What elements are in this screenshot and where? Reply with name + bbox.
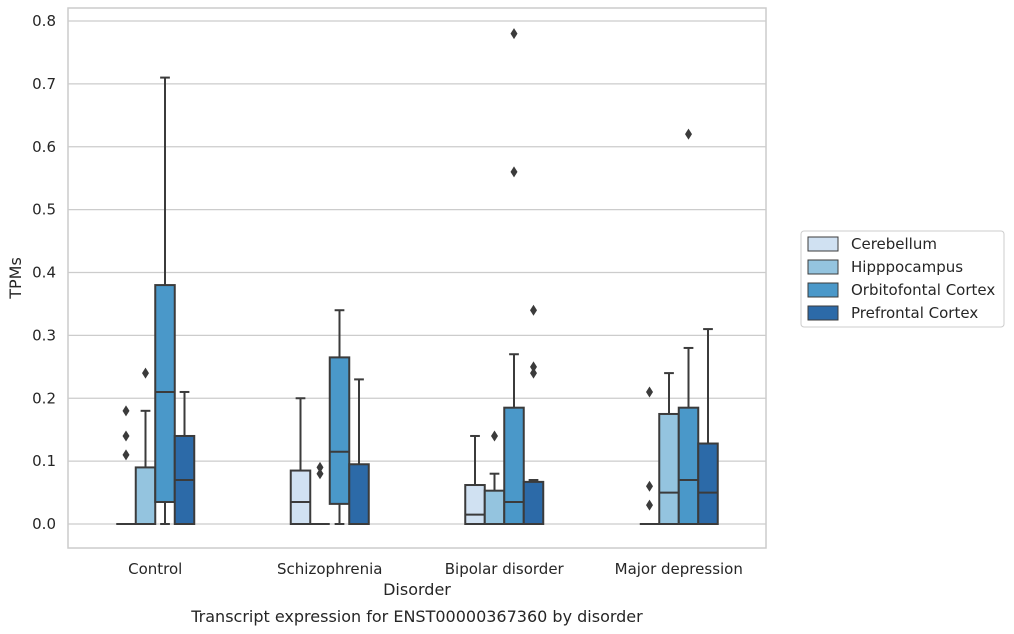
x-axis-ticks: Control Schizophrenia Bipolar disorder Majo… xyxy=(128,560,743,578)
box-body xyxy=(328,356,351,505)
category-group xyxy=(464,28,545,525)
outlier-point xyxy=(530,367,537,379)
outlier-point xyxy=(530,304,537,316)
legend-entry: Hipppocampus xyxy=(807,258,963,276)
box xyxy=(173,390,196,526)
box-body xyxy=(289,469,312,525)
box xyxy=(134,367,157,526)
outlier-point xyxy=(491,430,498,442)
legend-swatch xyxy=(807,282,839,298)
box-body xyxy=(503,406,525,525)
legend-frame xyxy=(800,230,1005,328)
category-group xyxy=(639,128,719,525)
box xyxy=(677,128,700,525)
legend-entries: Cerebellum Hipppocampus Orbitofontal Corte… xyxy=(807,235,995,322)
legend-label: Orbitofontal Cortex xyxy=(851,281,995,299)
outlier-point xyxy=(685,128,692,140)
chart-caption: Transcript expression for ENST0000036736… xyxy=(190,607,643,626)
legend-entry: Cerebellum xyxy=(807,235,937,253)
outlier-point xyxy=(510,28,518,40)
box-body xyxy=(522,480,545,525)
outlier-point xyxy=(316,461,324,473)
box-body xyxy=(483,489,506,525)
outlier-point xyxy=(646,499,653,511)
legend-label: Hipppocampus xyxy=(851,258,963,276)
box-body xyxy=(154,284,176,503)
x-tick-label: Major depression xyxy=(615,560,743,578)
y-tick-label: 0.6 xyxy=(32,138,56,156)
x-tick-label: Bipolar disorder xyxy=(445,560,565,578)
box xyxy=(289,397,312,525)
box xyxy=(639,386,660,525)
box-body xyxy=(464,484,486,525)
x-axis-label: Disorder xyxy=(383,580,451,599)
box xyxy=(310,461,330,525)
y-tick-label: 0.5 xyxy=(32,201,56,219)
box xyxy=(503,28,525,525)
x-tick-label: Schizophrenia xyxy=(277,560,382,578)
y-tick-label: 0.0 xyxy=(32,515,56,533)
outlier-point xyxy=(122,405,130,417)
legend: Cerebellum Hipppocampus Orbitofontal Corte… xyxy=(800,230,1005,328)
outlier-point xyxy=(316,468,324,480)
outlier-point xyxy=(142,367,149,379)
y-tick-label: 0.1 xyxy=(32,452,56,470)
boxes xyxy=(116,28,719,526)
box-body xyxy=(658,412,680,525)
box xyxy=(697,328,719,525)
y-tick-label: 0.4 xyxy=(32,264,56,282)
box xyxy=(522,304,545,525)
y-tick-label: 0.2 xyxy=(32,389,56,407)
box xyxy=(348,378,370,525)
legend-swatch xyxy=(807,305,839,321)
outlier-point xyxy=(122,430,130,442)
box-body xyxy=(134,466,157,526)
outlier-point xyxy=(646,386,653,398)
box xyxy=(483,430,506,525)
outlier-point xyxy=(510,166,518,178)
box xyxy=(328,309,351,525)
box-body xyxy=(677,406,700,525)
outlier-point xyxy=(122,449,130,461)
y-axis-label: TPMs xyxy=(6,257,25,300)
y-axis-ticks: 0.0 0.1 0.2 0.3 0.4 0.5 0.6 0.7 0.8 xyxy=(32,12,56,533)
outlier-point xyxy=(530,361,537,373)
y-tick-label: 0.7 xyxy=(32,75,56,93)
legend-entry: Orbitofontal Cortex xyxy=(807,281,995,299)
box-body xyxy=(697,442,719,525)
x-tick-label: Control xyxy=(128,560,182,578)
legend-swatch xyxy=(807,259,839,275)
category-group xyxy=(116,76,196,526)
box-body xyxy=(348,463,370,525)
box xyxy=(154,76,176,525)
box xyxy=(464,434,486,525)
legend-entry: Prefrontal Cortex xyxy=(807,304,978,322)
legend-swatch xyxy=(807,236,839,252)
box xyxy=(116,405,136,525)
y-tick-label: 0.3 xyxy=(32,326,56,344)
legend-label: Cerebellum xyxy=(851,235,937,253)
y-tick-label: 0.8 xyxy=(32,12,56,30)
legend-label: Prefrontal Cortex xyxy=(851,304,978,322)
category-group xyxy=(289,309,370,525)
outlier-point xyxy=(646,480,653,492)
